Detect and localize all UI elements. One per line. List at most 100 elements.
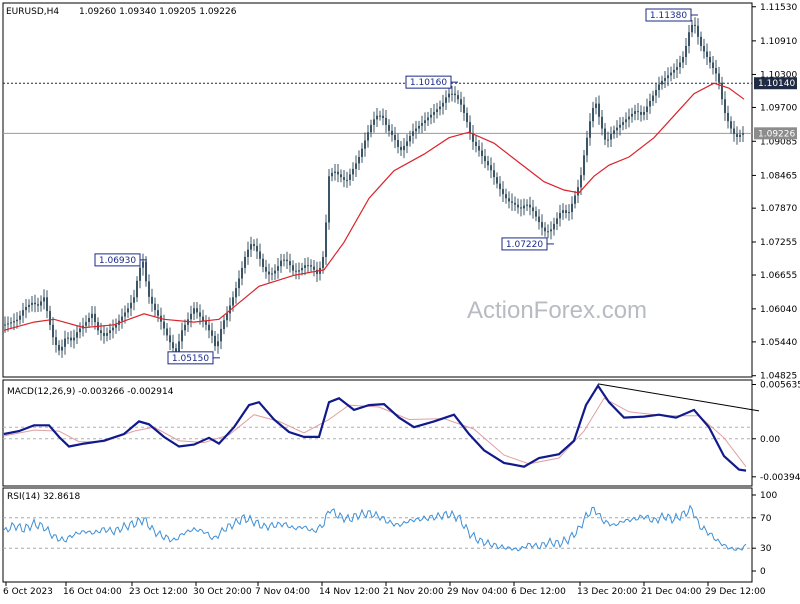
candle-body bbox=[124, 312, 126, 317]
price-callout bbox=[501, 237, 548, 251]
candle-body bbox=[220, 328, 222, 342]
candle-body bbox=[76, 332, 78, 338]
candle-body bbox=[505, 194, 507, 199]
candle-body bbox=[322, 256, 324, 268]
candle-body bbox=[274, 270, 276, 274]
candle-body bbox=[499, 183, 501, 190]
candle-body bbox=[13, 321, 15, 323]
y-tick-label: 1.05440 bbox=[760, 338, 797, 348]
candle-body bbox=[166, 328, 168, 336]
candle-body bbox=[64, 338, 66, 347]
candle-body bbox=[619, 124, 621, 128]
x-tick-label: 13 Dec 20:00 bbox=[577, 587, 638, 597]
candle-body bbox=[79, 328, 81, 333]
candle-body bbox=[364, 140, 366, 149]
candle-body bbox=[727, 112, 729, 122]
candle-body bbox=[163, 321, 165, 329]
candle-body bbox=[250, 244, 252, 250]
candle-body bbox=[421, 123, 423, 126]
candle-body bbox=[340, 174, 342, 178]
candle-body bbox=[526, 204, 528, 206]
candle-body bbox=[385, 118, 387, 125]
candle-body bbox=[7, 323, 9, 325]
candle-body bbox=[325, 222, 327, 257]
candle-body bbox=[631, 113, 633, 117]
candle-body bbox=[94, 313, 96, 323]
candle-body bbox=[202, 316, 204, 321]
candle-body bbox=[388, 124, 390, 131]
candle-body bbox=[463, 104, 465, 113]
candle-body bbox=[85, 322, 87, 326]
candle-body bbox=[439, 106, 441, 110]
candle-body bbox=[730, 121, 732, 129]
candle-body bbox=[10, 322, 12, 324]
candle-body bbox=[382, 115, 384, 119]
candle-body bbox=[622, 122, 624, 125]
candle-body bbox=[709, 57, 711, 63]
candle-body bbox=[232, 297, 234, 306]
candle-body bbox=[481, 150, 483, 157]
candle-body bbox=[238, 278, 240, 289]
current-price-badge-label: 1.09226 bbox=[758, 129, 795, 139]
candle-body bbox=[628, 116, 630, 120]
candle-body bbox=[469, 122, 471, 134]
price-plot: 1.11530 1.10910 1.10300 1.09700 1.09085 1.084… bbox=[3, 3, 797, 382]
candle-body bbox=[634, 111, 636, 114]
candle-body bbox=[586, 137, 588, 156]
candle-body bbox=[142, 261, 144, 268]
ohlc-values: 1.09260 1.09340 1.09205 1.09226 bbox=[79, 7, 237, 17]
rsi-y-tick-label: 70 bbox=[760, 514, 772, 524]
candle-body bbox=[580, 175, 582, 188]
candle-body bbox=[190, 313, 192, 320]
price-callout bbox=[167, 351, 214, 365]
price-callout bbox=[94, 253, 141, 267]
candle-body bbox=[475, 141, 477, 146]
candle-body bbox=[694, 24, 696, 26]
candle-body bbox=[571, 203, 573, 213]
candle-body bbox=[742, 133, 744, 135]
candle-body bbox=[226, 313, 228, 321]
candle-body bbox=[472, 133, 474, 142]
candle-body bbox=[601, 116, 603, 129]
x-axis: 6 Oct 2023 16 Oct 04:00 23 Oct 12:00 30 Oct… bbox=[3, 582, 766, 597]
candle-body bbox=[55, 337, 57, 345]
candle-body bbox=[697, 25, 699, 37]
candle-body bbox=[19, 315, 21, 320]
candle-body bbox=[484, 156, 486, 162]
candle-body bbox=[334, 171, 336, 173]
candle-body bbox=[523, 205, 525, 209]
candle-body bbox=[394, 134, 396, 141]
rsi-plot: 100 70 30 0 bbox=[3, 491, 777, 577]
candle-body bbox=[67, 337, 69, 339]
candle-body bbox=[550, 229, 552, 232]
candle-body bbox=[175, 348, 177, 353]
candle-body bbox=[130, 302, 132, 309]
candle-body bbox=[352, 168, 354, 175]
candle-body bbox=[625, 119, 627, 123]
candle-body bbox=[244, 256, 246, 268]
candle-body bbox=[337, 171, 339, 175]
current-price-badge bbox=[754, 127, 797, 140]
candle-body bbox=[604, 128, 606, 140]
candle-body bbox=[295, 270, 297, 272]
candle-body bbox=[646, 106, 648, 113]
candle-body bbox=[139, 267, 141, 281]
y-tick-label: 1.09700 bbox=[760, 103, 797, 113]
candle-body bbox=[304, 265, 306, 268]
candle-body bbox=[556, 218, 558, 224]
macd-y-tick-label: 0.00 bbox=[760, 435, 780, 445]
candle-body bbox=[367, 132, 369, 141]
candle-body bbox=[217, 341, 219, 347]
candle-body bbox=[457, 95, 459, 100]
y-tick-label: 1.06040 bbox=[760, 305, 797, 315]
candle-body bbox=[286, 259, 288, 262]
candle-body bbox=[574, 195, 576, 204]
candle-body bbox=[235, 288, 237, 298]
candle-body bbox=[73, 337, 75, 341]
x-tick-label: 6 Oct 2023 bbox=[3, 587, 53, 597]
candle-body bbox=[310, 265, 312, 267]
macd-y-tick-label: -0.003949 bbox=[760, 473, 800, 483]
candle-body bbox=[703, 46, 705, 52]
candle-body bbox=[412, 131, 414, 136]
